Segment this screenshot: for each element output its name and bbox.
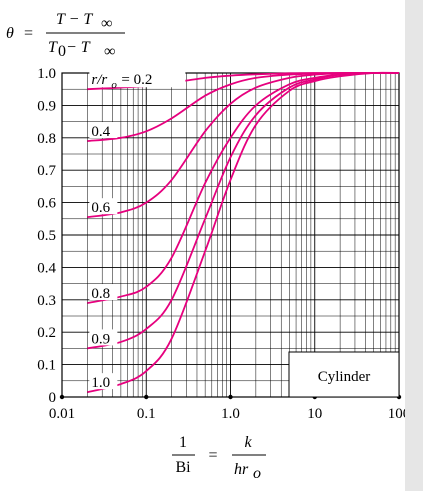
curve-label-bg <box>89 70 186 88</box>
theta-den-t0: T <box>48 39 58 56</box>
curve-label: = 0.2 <box>121 72 152 88</box>
curve-label: 0.6 <box>91 200 110 216</box>
y-tick-label: 0.5 <box>37 228 56 244</box>
curve-series <box>87 71 400 350</box>
x-tick-mark <box>59 394 65 400</box>
x-tick-mark <box>144 394 149 400</box>
curve-label-bg <box>89 122 118 139</box>
curve-label-r: r/r <box>91 72 107 88</box>
y-tick-label: 0 <box>49 390 57 406</box>
x-eq-hr: hr <box>234 461 249 478</box>
cylinder-legend: Cylinder <box>288 351 400 398</box>
theta-symbol: θ <box>6 25 14 42</box>
legend-box <box>288 351 400 398</box>
y-tick-label: 0.1 <box>37 358 56 374</box>
chart-grid <box>61 72 400 398</box>
curve-label: 0.4 <box>91 124 110 140</box>
y-tick-label: 0.2 <box>37 325 56 341</box>
legend-label: Cylinder <box>318 369 371 385</box>
x-eq-one: 1 <box>179 434 187 451</box>
curve-label-sub: o <box>111 79 117 91</box>
x-eq-k: k <box>244 434 252 451</box>
curve-label-bg <box>89 373 118 390</box>
y-tick-label: 1.0 <box>37 66 56 82</box>
theta-equals: = <box>24 25 33 42</box>
y-tick-label: 0.6 <box>37 196 56 212</box>
x-tick-label: 0.01 <box>49 406 75 422</box>
x-tick-label: 0.1 <box>137 406 156 422</box>
chart-axis-labels: 0 0.1 0.2 0.3 0.4 0.5 0.6 0.7 0.8 0.9 1.0 0.01 0.1 1.… <box>37 66 405 422</box>
curve-series <box>87 71 400 304</box>
chart-curves <box>87 71 400 394</box>
curve-label-bg <box>89 284 118 301</box>
x-eq-bi: Bi <box>175 459 191 476</box>
curve-label: 0.8 <box>91 286 110 302</box>
x-eq-equals: = <box>208 447 217 464</box>
y-tick-label: 0.9 <box>37 98 56 114</box>
y-tick-label: 0.3 <box>37 293 56 309</box>
chart-curve-labels: r/r o = 0.2 0.4 0.6 0.8 0.9 1.0 <box>89 70 186 391</box>
y-tick-label: 0.4 <box>37 260 56 276</box>
curve-series <box>87 71 400 394</box>
curve-label-bg <box>89 198 118 215</box>
theta-den-rest: − T <box>66 39 91 56</box>
theta-numerator: T − T <box>56 11 93 28</box>
curve-label: 1.0 <box>91 375 110 391</box>
x-eq-hr-sub: o <box>253 465 261 482</box>
curve-label-bg <box>89 329 118 346</box>
x-tick-label: 10 <box>307 406 322 422</box>
chart-svg: θ = T − T ∞ T 0 − T ∞ 0 0.1 0.2 0.3 0.4 0.5 0.… <box>6 11 405 482</box>
y-tick-label: 0.8 <box>37 131 56 147</box>
x-axis-equation: 1 Bi = k hr o <box>172 434 266 482</box>
theta-numerator-sub: ∞ <box>101 15 112 32</box>
theta-den-sub: ∞ <box>104 43 115 60</box>
x-tick-label: 100 <box>388 406 405 422</box>
theta-equation: θ = T − T ∞ T 0 − T ∞ <box>6 11 125 60</box>
x-tick-mark <box>228 394 233 400</box>
theta-den-sub0: 0 <box>58 43 66 60</box>
chart-figure: θ = T − T ∞ T 0 − T ∞ 0 0.1 0.2 0.3 0.4 0.5 0.… <box>0 0 405 491</box>
curve-series <box>87 72 400 219</box>
curve-label: 0.9 <box>91 331 110 347</box>
y-tick-label: 0.7 <box>37 163 56 179</box>
x-tick-label: 1.0 <box>221 406 240 422</box>
